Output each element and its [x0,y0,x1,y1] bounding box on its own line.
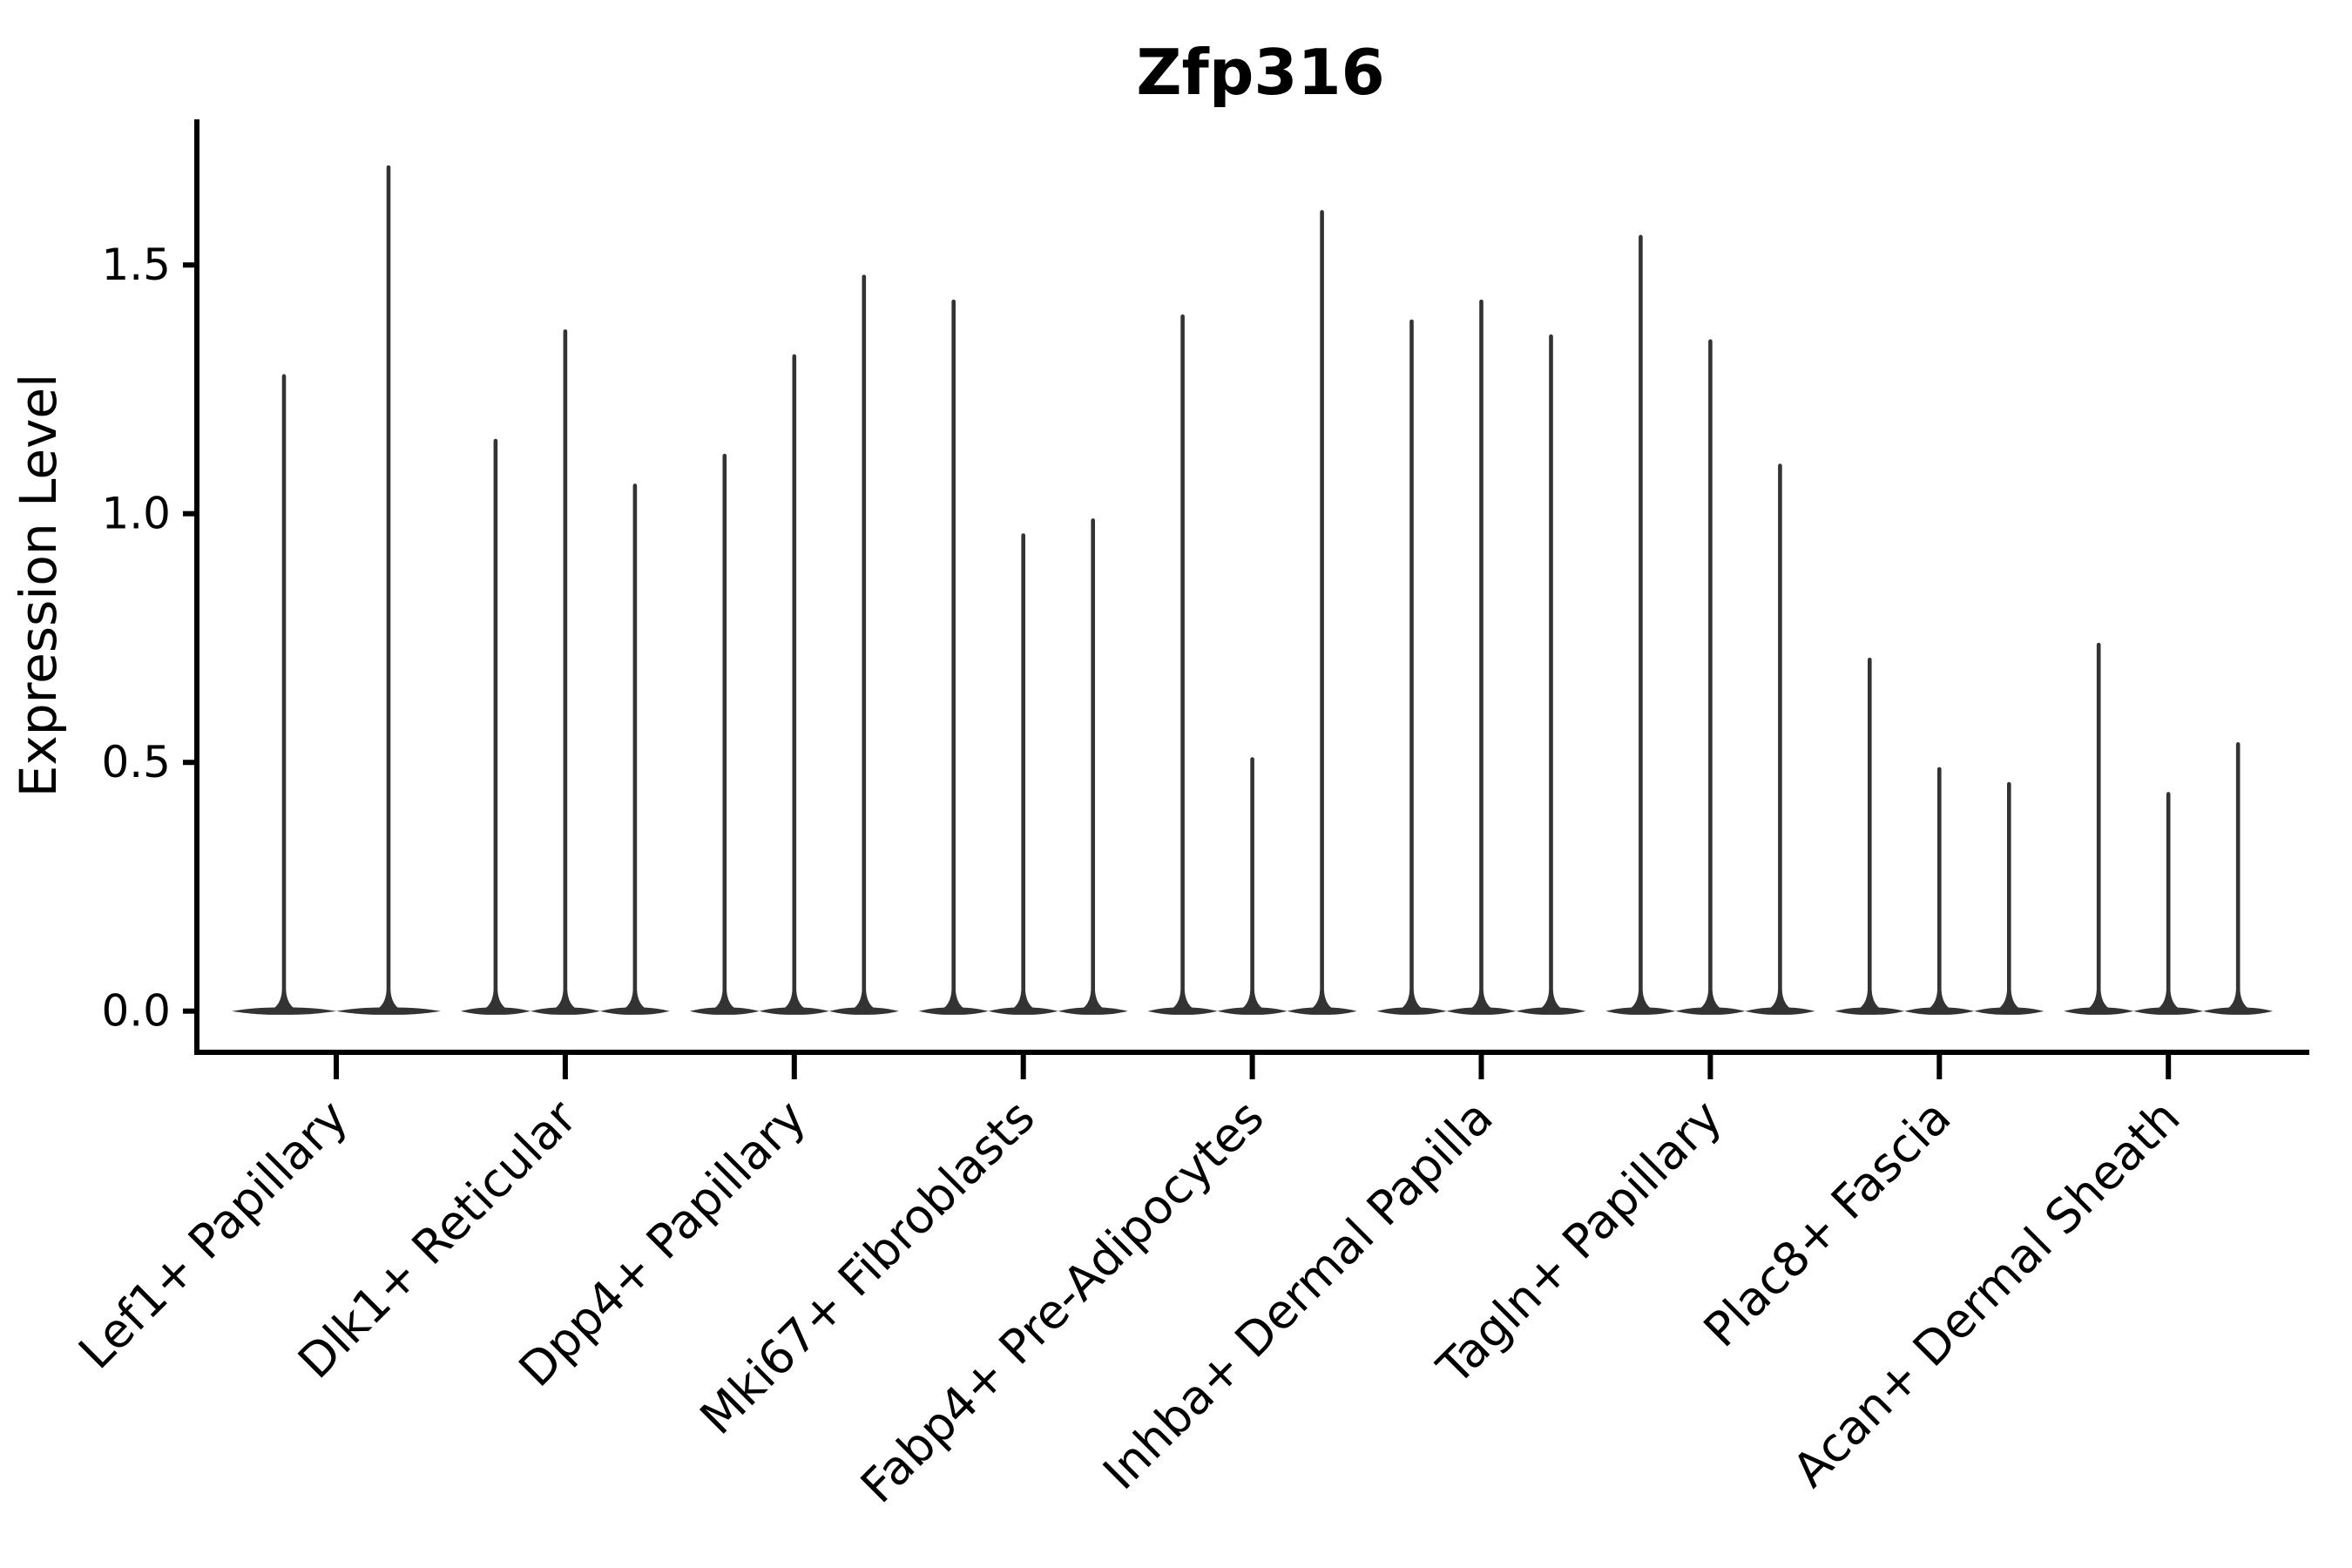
violin-group-5 [1376,299,1586,1015]
violin-group-0 [232,165,441,1015]
y-tick-label-1: 0.5 [101,737,171,787]
y-tick-label-0: 0.0 [101,986,171,1037]
violin-group-4 [1147,210,1357,1015]
x-category-label-7: Plac8+ Fascia [1693,1090,1962,1358]
violin-group-1 [460,329,670,1015]
chart-title: Zfp316 [1136,36,1384,109]
violin-group-3 [918,299,1128,1015]
violin-group-8 [2064,642,2274,1015]
violin-group-6 [1605,234,1815,1015]
y-axis-ticks [183,262,197,1014]
y-axis-label: Expression Level [9,374,68,797]
x-category-labels: Lef1+ Papillary Dlk1+ Reticular Dpp4+ Pa… [68,1089,2190,1513]
y-tick-label-3: 1.5 [101,240,171,290]
y-axis-tick-labels: 0.0 0.5 1.0 1.5 [101,240,171,1036]
violins-layer [232,165,2274,1015]
axes-layer [194,119,2309,1055]
x-category-label-4: Fabp4+ Pre-Adipocytes [850,1090,1274,1514]
violin-group-7 [1835,657,2044,1015]
x-category-label-5: Inhba+ Dermal Papilla [1092,1090,1503,1500]
violin-group-2 [689,274,899,1015]
x-axis-ticks [334,1055,2172,1079]
y-tick-label-2: 1.0 [101,489,171,539]
x-category-label-8: Acan+ Dermal Sheath [1782,1090,2190,1497]
